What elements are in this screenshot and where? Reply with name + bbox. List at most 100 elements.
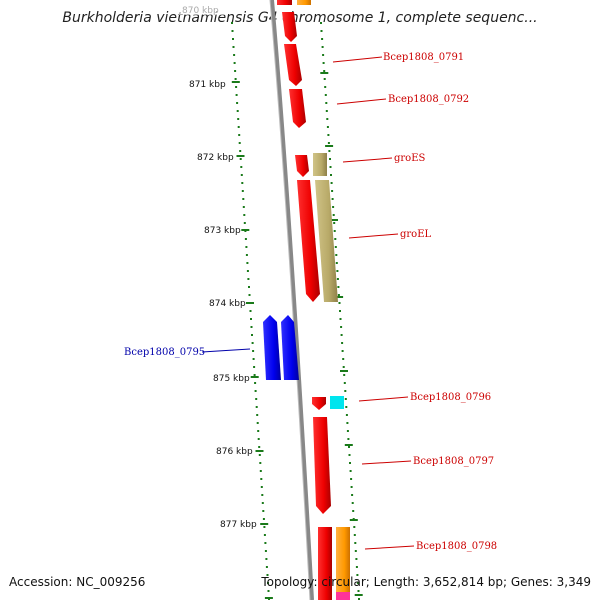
- gene-cyan[interactable]: [330, 396, 344, 409]
- gene-arrow[interactable]: [277, 0, 292, 5]
- tick-dot: [341, 342, 344, 344]
- tick-dot: [264, 550, 267, 552]
- tick-dot: [349, 462, 351, 464]
- tick-dot: [355, 566, 358, 568]
- tick-dot: [251, 334, 253, 336]
- tick-dot: [234, 78, 237, 80]
- tick-dot: [320, 22, 322, 24]
- tick-dot: [236, 102, 239, 104]
- tick-dot: [241, 190, 244, 192]
- tick-dot: [350, 478, 353, 480]
- tick-major: [335, 296, 344, 298]
- gene-label-groES[interactable]: groES: [394, 153, 426, 164]
- gene-orange-bottom[interactable]: [336, 527, 350, 600]
- tick-dot: [234, 70, 237, 72]
- tick-dot: [351, 502, 354, 504]
- tick-dot: [263, 534, 266, 536]
- gene-groEL[interactable]: [297, 180, 320, 302]
- tick-dot: [240, 166, 243, 168]
- tick-dot: [337, 294, 340, 296]
- tick-dot: [346, 430, 349, 432]
- gene-label-groEL[interactable]: groEL: [400, 229, 432, 240]
- tick-dot: [351, 494, 354, 496]
- tick-dot: [259, 470, 262, 472]
- tick-dot: [358, 598, 360, 600]
- tick-dot: [233, 62, 236, 64]
- tick-major: [344, 444, 353, 446]
- gene-bcep1808-0796[interactable]: [312, 397, 326, 410]
- tick-dot: [266, 574, 269, 576]
- scale-label: 876 kbp: [216, 447, 253, 457]
- tick-dot: [329, 166, 332, 168]
- tick-dot: [267, 590, 270, 592]
- tick-dot: [258, 446, 261, 448]
- tick-dot: [324, 94, 327, 96]
- gene-bcep1808-0791b[interactable]: [284, 44, 302, 86]
- tick-dot: [324, 86, 327, 88]
- tick-dot: [247, 278, 250, 280]
- tick-dot: [340, 326, 343, 328]
- tick-dot: [249, 310, 252, 312]
- tick-dot: [326, 118, 329, 120]
- tick-dot: [242, 198, 245, 200]
- gene-bcep1808-0792[interactable]: [289, 89, 306, 128]
- tick-dot: [335, 262, 338, 264]
- tick-dot: [357, 590, 360, 592]
- tick-dot: [353, 526, 356, 528]
- tick-dot: [331, 190, 334, 192]
- gene-bcep1808-0797[interactable]: [313, 417, 331, 514]
- tick-dot: [334, 238, 337, 240]
- gene-label-bcep1808-0795[interactable]: Bcep1808_0795: [124, 347, 205, 358]
- tick-major: [236, 155, 245, 157]
- gene-groES[interactable]: [295, 155, 309, 177]
- scale-label: 875 kbp: [213, 374, 250, 384]
- tick-dot: [262, 518, 265, 520]
- tick-dot: [348, 454, 351, 456]
- tick-dot: [347, 438, 350, 440]
- gene-label-bcep1808-0798[interactable]: Bcep1808_0798: [416, 541, 497, 552]
- tick-major: [340, 370, 348, 372]
- tick-dot: [257, 438, 260, 440]
- tick-dot: [232, 46, 235, 48]
- gene-groEL-partner[interactable]: [315, 180, 338, 302]
- tick-dot: [254, 390, 257, 392]
- gene-bcep1808-0791[interactable]: [282, 12, 297, 42]
- tick-dot: [323, 70, 326, 72]
- tick-major: [349, 519, 358, 521]
- tick-dot: [259, 462, 262, 464]
- tick-dot: [328, 150, 331, 152]
- tick-dot: [248, 286, 250, 288]
- gene-bcep1808-0795b[interactable]: [281, 315, 299, 380]
- tick-dot: [231, 30, 234, 32]
- tick-dot: [252, 350, 255, 352]
- tick-dot: [258, 454, 261, 456]
- gene-bcep1808-0798[interactable]: [318, 527, 332, 600]
- gene-label-bcep1808-0797[interactable]: Bcep1808_0797: [413, 456, 494, 467]
- scale-label: 871 kbp: [189, 80, 226, 90]
- gene-bcep1808-0795a[interactable]: [263, 315, 281, 380]
- tick-dot: [235, 94, 238, 96]
- gene-orange-top[interactable]: [297, 0, 311, 5]
- tick-dot: [320, 30, 323, 32]
- tick-dot: [237, 126, 240, 128]
- tick-dot: [348, 446, 350, 448]
- tick-dot: [336, 278, 339, 280]
- tick-dot: [356, 574, 359, 576]
- tick-major: [231, 81, 240, 83]
- gene-label-bcep1808-0791[interactable]: Bcep1808_0791: [383, 52, 464, 63]
- tick-dot: [332, 206, 335, 208]
- gene-groES-partner[interactable]: [313, 153, 327, 176]
- tick-dot: [261, 502, 264, 504]
- scale-labels: 871 kbp 872 kbp 873 kbp 874 kbp 875 kbp …: [189, 80, 257, 530]
- gene-label-bcep1808-0792[interactable]: Bcep1808_0792: [388, 94, 469, 105]
- tick-dot: [238, 142, 241, 144]
- scale-label: 874 kbp: [209, 299, 246, 309]
- tick-dot: [241, 182, 244, 184]
- tick-dot: [354, 550, 357, 552]
- tick-dot: [242, 206, 245, 208]
- tick-dot: [250, 318, 252, 320]
- gene-label-bcep1808-0796[interactable]: Bcep1808_0796: [410, 392, 491, 403]
- tick-dot: [341, 350, 344, 352]
- tick-dot: [327, 142, 330, 144]
